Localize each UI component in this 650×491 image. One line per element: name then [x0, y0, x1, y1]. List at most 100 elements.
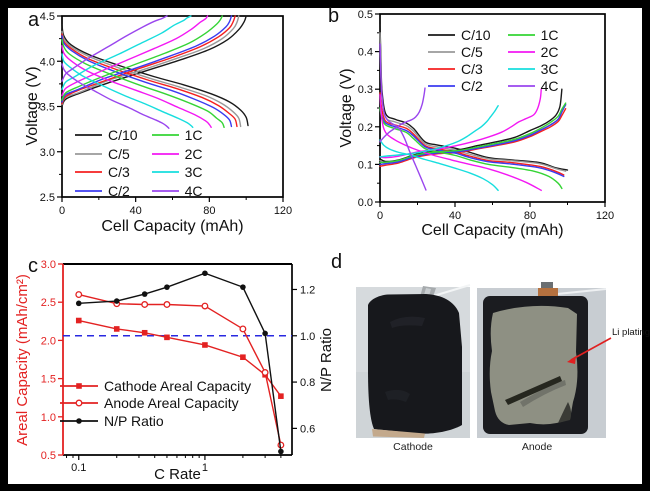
svg-text:40: 40 [449, 210, 461, 222]
legend-item: N/P Ratio [60, 412, 251, 430]
legend-swatch-icon [428, 50, 455, 53]
legend-label: 3C [540, 60, 559, 77]
electrode-photos [356, 282, 612, 438]
svg-text:120: 120 [596, 210, 614, 222]
cathode-caption: Cathode [393, 441, 433, 453]
svg-text:0.4: 0.4 [358, 47, 373, 59]
svg-text:2.5: 2.5 [41, 297, 56, 309]
legend-label: 1C [540, 26, 559, 43]
svg-text:1.0: 1.0 [41, 412, 56, 424]
rate-capability-chart-c: 0.1 1 0.5 1.0 1.5 2.0 2.5 3.0 0.6 0.8 1.0 1.2 [41, 259, 316, 474]
legend-item: C/5 [428, 43, 491, 60]
anode-tab-clip-icon [541, 282, 553, 291]
panel-a-xaxis-title: Cell Capacity (mAh) [101, 218, 244, 235]
svg-text:0: 0 [59, 205, 65, 217]
panel-a-legend: C/10 C/5 C/3 C/2 1C 2C 3C 4C [75, 126, 202, 200]
svg-text:2.5: 2.5 [40, 192, 55, 204]
legend-swatch-icon [75, 171, 102, 174]
panel-b-yaxis-title: Voltage (V) [338, 68, 355, 148]
svg-text:0.8: 0.8 [300, 377, 315, 389]
panel-c-label: c [28, 255, 38, 277]
panel-a-yaxis-title: Voltage (V) [24, 66, 41, 146]
svg-text:1.5: 1.5 [41, 374, 56, 386]
svg-text:4.5: 4.5 [40, 11, 55, 23]
legend-label: C/2 [461, 77, 483, 94]
panel-d-label: d [331, 251, 343, 273]
svg-text:80: 80 [524, 210, 536, 222]
legend-label: 4C [184, 182, 203, 199]
svg-text:1.0: 1.0 [300, 331, 315, 343]
legend-label: 2C [184, 145, 203, 162]
legend-label: Anode Areal Capacity [104, 395, 239, 412]
svg-text:0.6: 0.6 [300, 423, 315, 435]
legend-swatch-icon [60, 399, 98, 407]
svg-text:0.2: 0.2 [358, 122, 373, 134]
legend-item: 3C [507, 60, 559, 77]
legend-swatch-icon [507, 33, 535, 36]
legend-label: C/3 [461, 60, 483, 77]
legend-item: C/10 [428, 26, 491, 43]
legend-item: 2C [507, 43, 559, 60]
legend-item: 4C [151, 182, 203, 201]
svg-text:1.2: 1.2 [300, 284, 315, 296]
legend-item: C/3 [428, 60, 491, 77]
legend-item: 1C [507, 26, 559, 43]
svg-text:2.0: 2.0 [41, 335, 56, 347]
panel-c-legend: Cathode Areal Capacity Anode Areal Capaci… [60, 377, 251, 430]
legend-label: 4C [540, 77, 559, 94]
legend-item: 1C [151, 126, 203, 145]
legend-swatch-icon [151, 189, 179, 192]
svg-text:0.5: 0.5 [358, 9, 373, 21]
legend-swatch-icon [507, 50, 535, 53]
legend-label: C/10 [108, 127, 138, 144]
svg-text:0.3: 0.3 [358, 84, 373, 96]
li-plating-annotation: Li plating [612, 327, 650, 338]
legend-swatch-icon [428, 67, 455, 70]
svg-text:0.0: 0.0 [358, 197, 373, 209]
svg-text:0.5: 0.5 [41, 450, 56, 462]
panel-a-label: a [28, 9, 40, 31]
svg-text:120: 120 [274, 205, 292, 217]
svg-text:40: 40 [130, 205, 142, 217]
svg-text:3.0: 3.0 [40, 147, 55, 159]
svg-text:0.1: 0.1 [358, 159, 373, 171]
panel-b-label: b [328, 5, 340, 27]
legend-swatch-icon [60, 417, 98, 424]
legend-swatch-icon [75, 189, 102, 192]
legend-swatch-icon [507, 67, 535, 70]
legend-label: 1C [184, 127, 203, 144]
legend-item: C/10 [75, 126, 138, 145]
legend-item: 3C [151, 163, 203, 182]
legend-swatch-icon [60, 382, 98, 389]
legend-item: 2C [151, 145, 203, 164]
svg-text:3.5: 3.5 [40, 102, 55, 114]
svg-text:0: 0 [377, 210, 383, 222]
anode-photo [477, 282, 607, 438]
legend-swatch-icon [75, 152, 102, 155]
legend-label: C/5 [108, 145, 130, 162]
legend-swatch-icon [428, 84, 455, 87]
svg-text:1: 1 [202, 462, 208, 474]
legend-label: 3C [184, 164, 203, 181]
li-plating-area [489, 305, 578, 425]
legend-label: C/3 [108, 164, 130, 181]
legend-label: 2C [540, 43, 559, 60]
panel-c-left-yaxis-title: Areal Capacity (mAh/cm²) [14, 274, 31, 446]
legend-item: Anode Areal Capacity [60, 395, 251, 413]
legend-item: Cathode Areal Capacity [60, 377, 251, 395]
legend-item: C/2 [428, 77, 491, 94]
legend-label: C/2 [108, 182, 130, 199]
legend-label: Cathode Areal Capacity [104, 377, 252, 394]
legend-swatch-icon [151, 152, 179, 155]
voltage-capacity-chart-a: 0 40 80 120 2.5 3.0 3.5 4.0 4.5 [40, 11, 292, 217]
voltage-capacity-chart-b: 0 40 80 120 0.0 0.1 0.2 0.3 0.4 0.5 [358, 9, 614, 222]
cathode-sheet [368, 294, 462, 434]
legend-item: C/3 [75, 163, 138, 182]
panel-b-legend: C/10 C/5 C/3 C/2 1C 2C 3C 4C [428, 26, 558, 94]
legend-swatch-icon [507, 84, 535, 87]
cathode-photo [356, 284, 471, 438]
svg-text:80: 80 [203, 205, 215, 217]
legend-item: C/5 [75, 145, 138, 164]
svg-text:0.1: 0.1 [71, 462, 86, 474]
legend-swatch-icon [151, 171, 179, 174]
